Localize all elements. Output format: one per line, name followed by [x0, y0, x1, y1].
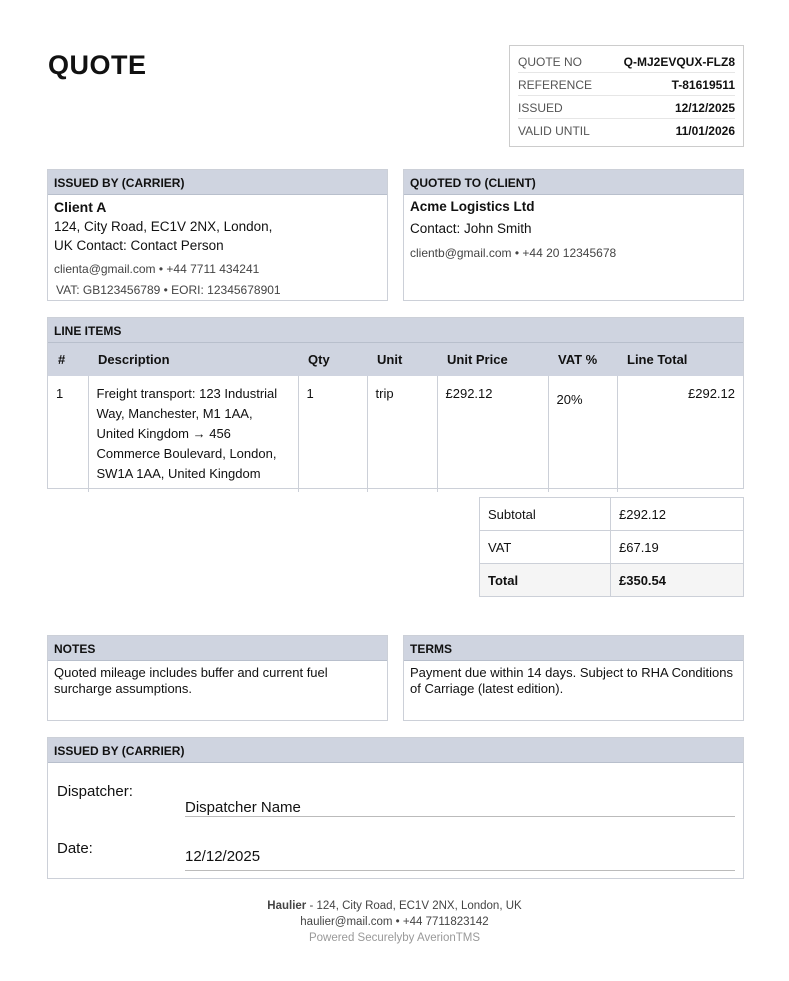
footer-powered: Powered Securelyby AverionTMS [308, 932, 481, 944]
carrier-panel: ISSUED BY (CARRIER) Client A 124, City R… [47, 169, 388, 301]
subtotal-value: £292.12 [610, 497, 744, 531]
terms-text: Payment due within 14 days. Subject to R… [410, 665, 734, 696]
line-items-panel: LINE ITEMS # Description Qty Unit Unit P… [47, 317, 744, 492]
col-number: # [48, 343, 88, 376]
vat-label: VAT [479, 530, 611, 564]
col-unit: Unit [367, 343, 437, 376]
carrier-ids: VAT: GB123456789 • EORI: 12345678901 [56, 283, 281, 297]
meta-reference: REFERENCE T-81619511 [518, 73, 735, 96]
meta-issued: ISSUED 12/12/2025 [518, 96, 735, 119]
footer-address: - 124, City Road, EC1V 2NX, London, UK [306, 900, 522, 912]
dispatcher-field[interactable]: Dispatcher Name [185, 799, 735, 817]
col-unit-price: Unit Price [437, 343, 548, 376]
date-label: Date: [57, 840, 93, 857]
carrier-heading: ISSUED BY (CARRIER) [48, 170, 387, 195]
signoff-heading: ISSUED BY (CARRIER) [48, 738, 743, 763]
line-items-heading: LINE ITEMS [48, 318, 743, 343]
client-contact: clientb@gmail.com • +44 20 12345678 [410, 246, 617, 260]
terms-panel: TERMS Payment due within 14 days. Subjec… [403, 635, 744, 721]
footer-address-line: Haulier - 124, City Road, EC1V 2NX, Lond… [0, 898, 789, 914]
line-items-table: # Description Qty Unit Unit Price VAT % … [48, 343, 743, 492]
cell-vat: 20% [548, 376, 618, 492]
terms-heading: TERMS [404, 636, 743, 661]
signoff-panel: ISSUED BY (CARRIER) Dispatcher: Dispatch… [47, 737, 744, 879]
table-row: 1 Freight transport: 123 Industrial Way,… [48, 376, 743, 492]
col-description: Description [88, 343, 298, 376]
client-heading: QUOTED TO (CLIENT) [404, 170, 743, 195]
notes-panel: NOTES Quoted mileage includes buffer and… [47, 635, 388, 721]
date-field[interactable]: 12/12/2025 [185, 848, 735, 871]
footer-contact: haulier@mail.com • +44 7711823142 [300, 916, 489, 928]
cell-unit: trip [367, 376, 438, 492]
page-title: QUOTE [48, 50, 147, 80]
footer-company: Haulier [267, 900, 307, 912]
dispatcher-label: Dispatcher: [57, 783, 133, 800]
cell-qty: 1 [298, 376, 368, 492]
notes-heading: NOTES [48, 636, 387, 661]
quote-meta: QUOTE NO Q-MJ2EVQUX-FLZ8 REFERENCE T-81619… [509, 45, 744, 147]
subtotal-label: Subtotal [479, 497, 611, 531]
client-contact-person: Contact: John Smith [410, 221, 532, 236]
totals-table: Subtotal £292.12 VAT £67.19 Total £350.54 [479, 497, 744, 597]
client-panel: QUOTED TO (CLIENT) Acme Logistics Ltd Co… [403, 169, 744, 301]
table-header: # Description Qty Unit Unit Price VAT % … [48, 343, 743, 376]
cell-unit-price: £292.12 [437, 376, 549, 492]
notes-text: Quoted mileage includes buffer and curre… [54, 665, 328, 696]
vat-value: £67.19 [610, 530, 744, 564]
meta-quote-no: QUOTE NO Q-MJ2EVQUX-FLZ8 [518, 50, 735, 73]
col-vat: VAT % [548, 343, 617, 376]
col-line-total: Line Total [617, 343, 743, 376]
footer: Haulier - 124, City Road, EC1V 2NX, Lond… [0, 898, 789, 946]
col-qty: Qty [298, 343, 367, 376]
cell-description: Freight transport: 123 Industrial Way, M… [88, 376, 299, 492]
client-name: Acme Logistics Ltd [410, 199, 535, 214]
cell-line-total: £292.12 [688, 386, 735, 401]
total-value: £350.54 [610, 563, 744, 597]
carrier-address: 124, City Road, EC1V 2NX, London, [54, 219, 273, 234]
vat-row: VAT £67.19 [479, 530, 744, 564]
cell-number: 1 [48, 376, 89, 492]
total-label: Total [479, 563, 611, 597]
carrier-contact: clienta@gmail.com • +44 7711 434241 [54, 262, 260, 276]
meta-valid-until: VALID UNTIL 11/01/2026 [518, 124, 735, 138]
subtotal-row: Subtotal £292.12 [479, 497, 744, 531]
carrier-address-2: UK Contact: Contact Person [54, 238, 224, 253]
total-row: Total £350.54 [479, 563, 744, 597]
carrier-name: Client A [54, 199, 107, 215]
